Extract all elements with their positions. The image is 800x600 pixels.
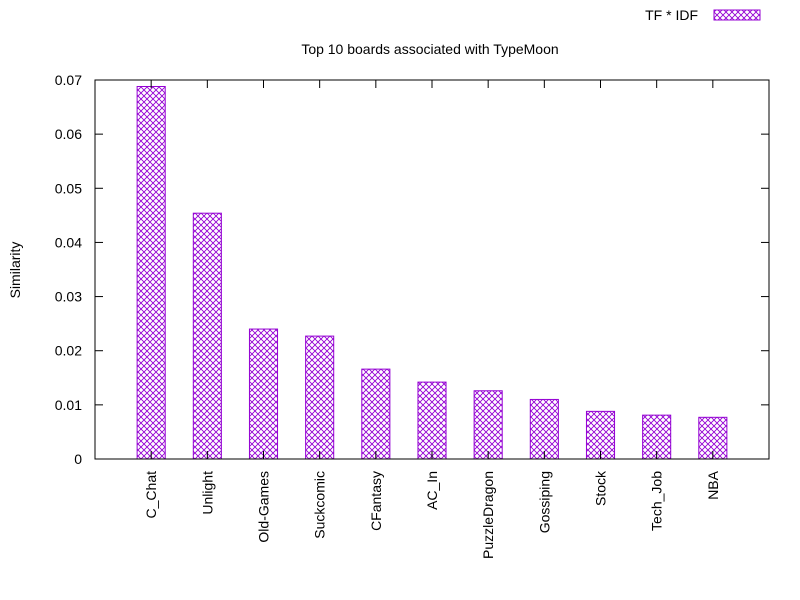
bar-cfantasy [361, 368, 391, 460]
bars [136, 85, 728, 460]
x-tick-label: CFantasy [368, 471, 384, 531]
x-tick-label: AC_In [424, 471, 440, 510]
x-tick-label: Gossiping [536, 471, 552, 533]
x-tick-label: C_Chat [143, 471, 159, 519]
legend-label: TF * IDF [645, 7, 698, 23]
bar-ac-in [417, 381, 447, 460]
x-tick-label: Unlight [199, 471, 215, 515]
y-tick-label: 0.01 [55, 397, 82, 413]
x-axis-ticks: C_Chat Unlight Old-Games Suckcomic CFantasy A… [143, 80, 721, 559]
bar-c-chat [136, 85, 166, 460]
legend-swatch [713, 9, 761, 21]
y-tick-label: 0 [74, 451, 82, 467]
x-tick-label: Tech_Job [649, 471, 665, 531]
x-tick-label: Suckcomic [312, 471, 328, 539]
y-axis-ticks: 0 0.01 0.02 0.03 0.04 0.05 0.06 0.07 [55, 72, 769, 467]
bar-suckcomic [305, 335, 335, 460]
y-tick-label: 0.05 [55, 180, 82, 196]
legend: TF * IDF [645, 7, 761, 23]
x-tick-label: Old-Games [256, 471, 272, 543]
x-tick-label: NBA [705, 470, 721, 499]
y-tick-label: 0.07 [55, 72, 82, 88]
bar-unlight [192, 212, 222, 460]
chart-title: Top 10 boards associated with TypeMoon [301, 41, 558, 57]
plot-frame [94, 79, 770, 460]
x-tick-label: Stock [593, 470, 609, 506]
y-tick-label: 0.02 [55, 343, 82, 359]
y-axis-label: Similarity [7, 242, 23, 299]
bar-old-games [248, 328, 279, 460]
bar-gossiping [529, 398, 559, 460]
y-tick-label: 0.03 [55, 289, 82, 305]
x-tick-label: PuzzleDragon [480, 471, 496, 559]
y-tick-label: 0.06 [55, 126, 82, 142]
bar-puzzledragon [473, 390, 503, 460]
y-tick-label: 0.04 [55, 234, 82, 250]
